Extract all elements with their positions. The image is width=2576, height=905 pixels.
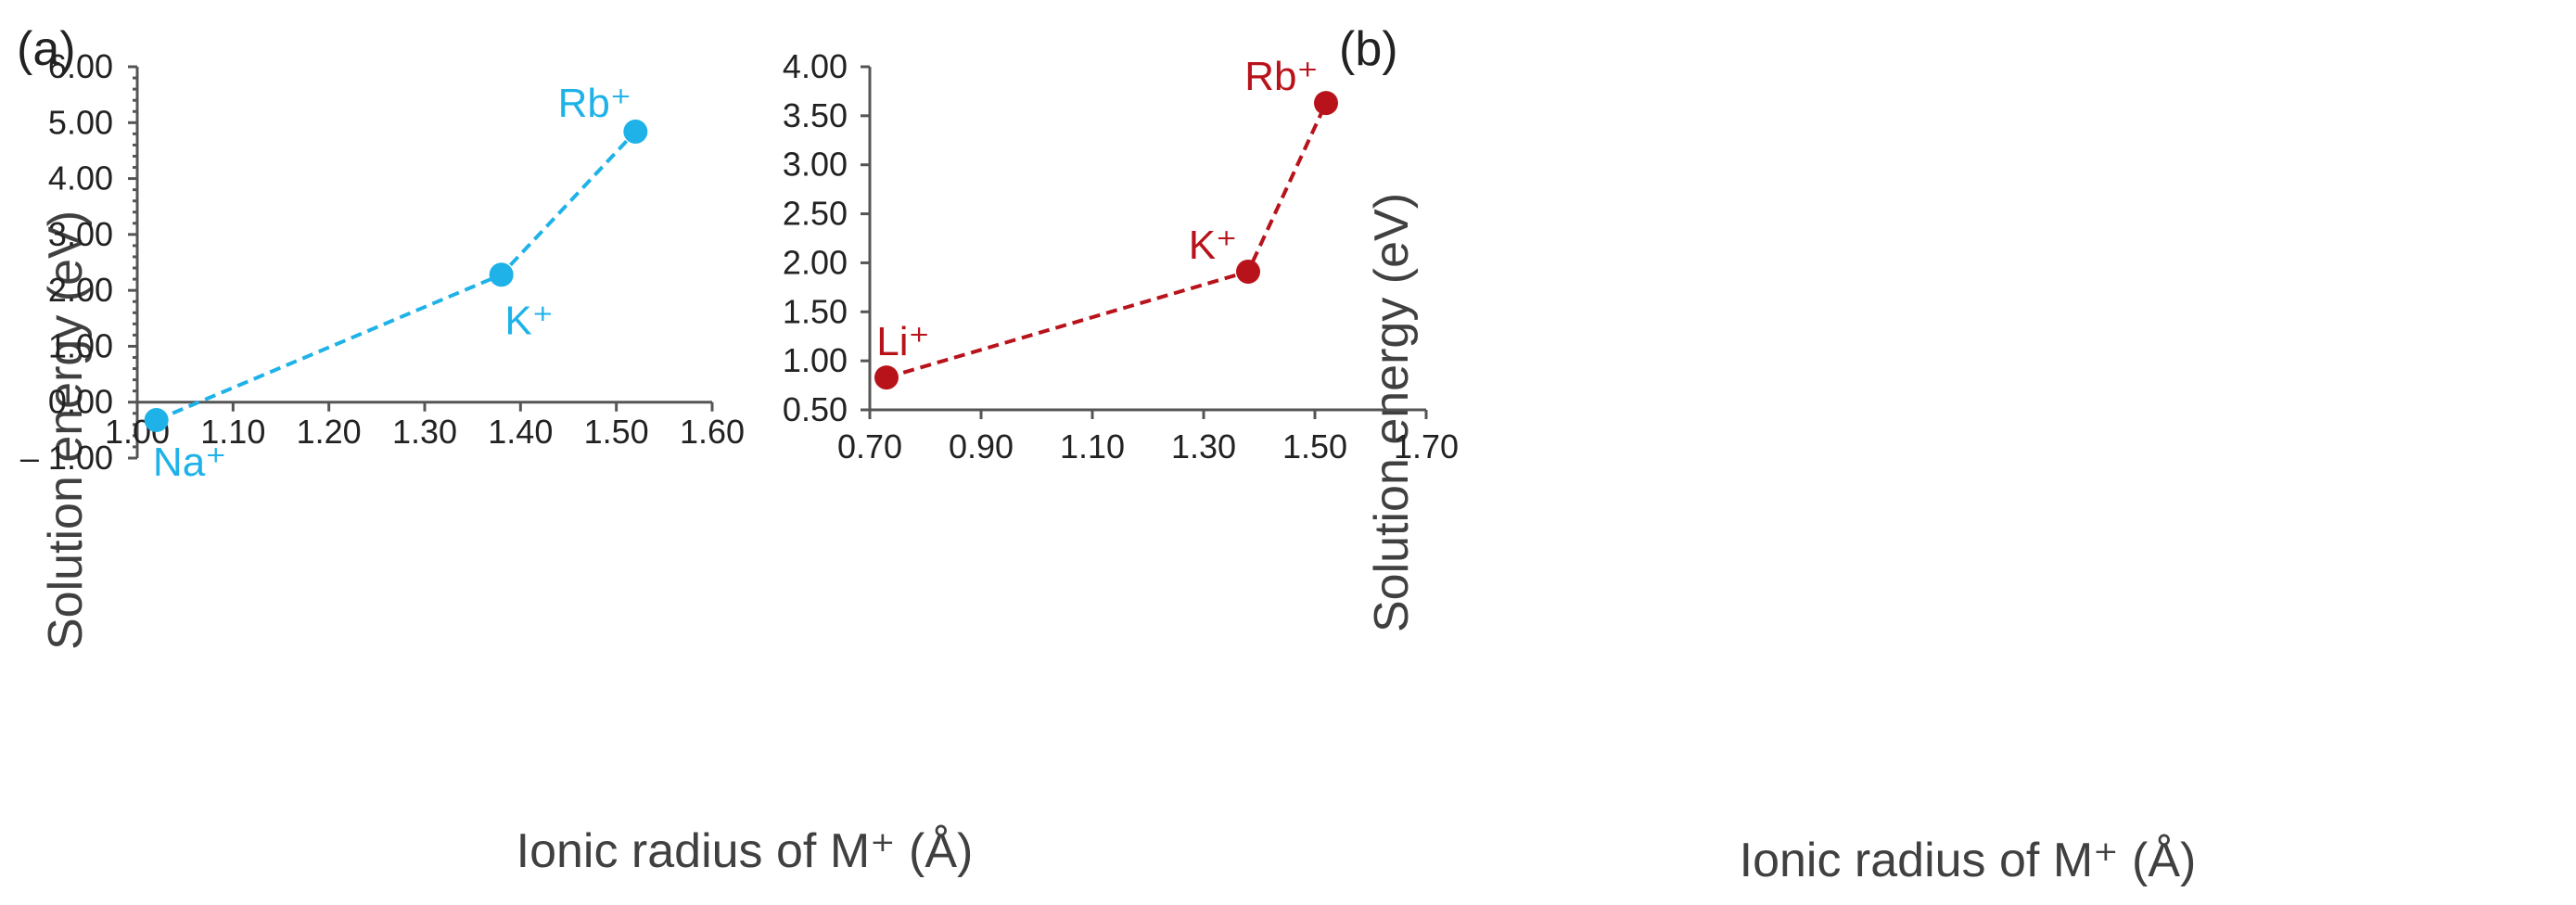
- point-label-b: Rb⁺: [1244, 54, 1318, 99]
- x-tick-label-b: 1.70: [1394, 427, 1459, 465]
- x-tick-label-b: 1.10: [1060, 427, 1125, 465]
- y-tick-label-a: 5.00: [48, 103, 113, 141]
- x-tick-label-b: 0.70: [837, 427, 902, 465]
- y-tick-label-b: 4.00: [783, 47, 848, 85]
- point-label-b: Li⁺: [876, 319, 929, 364]
- y-tick-label-b: 2.50: [783, 195, 848, 233]
- series-line-b: [886, 102, 1328, 380]
- x-tick-label-a: 1.30: [392, 413, 457, 451]
- panel-b-plot: 0.50 1.00 1.50 2.00 2.50 3.00 3.50 4.00 0.70 0.90…: [783, 47, 1459, 465]
- x-tick-label-b: 1.30: [1171, 427, 1236, 465]
- data-point-a: [623, 119, 648, 144]
- y-tick-label-b: 1.50: [783, 292, 848, 330]
- data-point-a: [144, 408, 169, 433]
- y-axis-title-a: Solution energy (eV): [39, 210, 93, 650]
- x-axis-title-a: Ionic radius of M⁺ (Å): [516, 824, 974, 878]
- data-point-b: [1236, 259, 1260, 284]
- x-tick-label-a: 1.10: [200, 413, 265, 451]
- data-point-b: [874, 365, 899, 390]
- y-tick-label-b: 2.00: [783, 243, 848, 281]
- data-point-a: [489, 262, 514, 287]
- panel-label-b: (b): [1339, 22, 1398, 76]
- x-axis-title-b: Ionic radius of M⁺ (Å): [1740, 834, 2197, 887]
- x-tick-label-a: 1.20: [297, 413, 362, 451]
- point-label-a: K⁺: [504, 298, 554, 343]
- y-tick-label-b: 0.50: [783, 390, 848, 428]
- x-tick-label-b: 0.90: [949, 427, 1014, 465]
- y-tick-label-a: 0.00: [48, 383, 113, 421]
- panel-label-a: (a): [17, 22, 76, 76]
- y-tick-label-b: 3.00: [783, 146, 848, 184]
- data-point-b: [1314, 91, 1338, 116]
- y-tick-label-a: 6.00: [48, 47, 113, 85]
- x-tick-label-a: 1.40: [488, 413, 553, 451]
- point-label-a: Rb⁺: [558, 81, 631, 126]
- y-tick-label-b: 1.00: [783, 341, 848, 379]
- x-tick-label-a: 1.50: [584, 413, 649, 451]
- series-line-a: [155, 130, 637, 422]
- point-label-a: Na⁺: [153, 440, 226, 485]
- y-tick-label-a: 3.00: [48, 215, 113, 253]
- y-tick-label-a: 2.00: [48, 271, 113, 309]
- x-tick-label-b: 1.50: [1282, 427, 1347, 465]
- y-axis-title-b: Solution energy (eV): [1365, 193, 1419, 632]
- x-tick-label-a: 1.60: [680, 413, 745, 451]
- point-label-b: K⁺: [1189, 223, 1238, 268]
- y-tick-label-b: 3.50: [783, 96, 848, 134]
- y-tick-label-a: 4.00: [48, 159, 113, 198]
- y-tick-label-a: – 1.00: [20, 439, 113, 477]
- y-tick-label-a: 1.00: [48, 326, 113, 364]
- panel-a-plot: – 1.000.001.002.003.004.005.006.001.00 1.…: [20, 47, 745, 485]
